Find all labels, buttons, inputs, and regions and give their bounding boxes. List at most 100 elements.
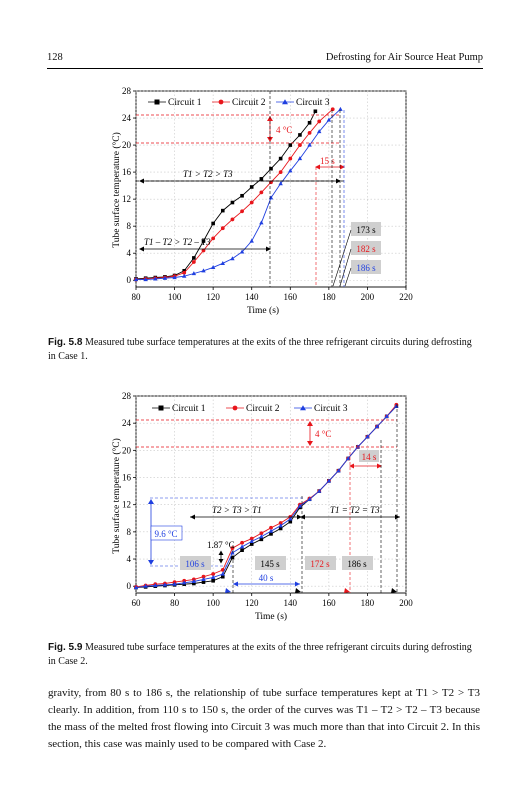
callout-186s: 186 s: [347, 559, 367, 569]
callout-173s-box: [351, 222, 381, 236]
x-tick-label: 60: [132, 598, 142, 608]
series-line-3: [136, 108, 341, 281]
callout-172s-box: [305, 556, 336, 570]
y-tick-label: 8: [127, 221, 132, 231]
legend-circuit-3: Circuit 3: [296, 98, 330, 108]
data-point-circuit-2: [278, 521, 283, 525]
y-axis-label: Tube surface temperature (°C): [111, 132, 122, 248]
data-point-circuit-1: [201, 580, 206, 584]
data-point-circuit-3: [133, 585, 139, 590]
label-15s: 15 s: [320, 156, 335, 166]
tick-labels: 60 80 100 120 140 160 180 200 0 4 8 12 16 20 24 28: [122, 391, 413, 608]
data-point-circuit-2: [191, 260, 196, 264]
data-point-circuit-3: [355, 444, 360, 449]
data-point-circuit-3: [239, 249, 245, 254]
caption-label: Fig. 5.9: [48, 642, 83, 653]
data-point-circuit-3: [268, 528, 274, 533]
label-9-6c: 9.6 °C: [154, 529, 177, 539]
data-point-circuit-3: [143, 583, 148, 588]
y-tick-label: 0: [127, 581, 132, 591]
data-point-circuit-3: [153, 583, 158, 588]
data-point-circuit-1: [269, 166, 273, 171]
data-point-circuit-2: [317, 119, 322, 124]
data-point-circuit-3: [326, 478, 332, 483]
x-tick-label: 80: [170, 598, 180, 608]
legend-square-marker: [158, 405, 164, 411]
y-tick-label: 20: [122, 445, 132, 455]
data-point-circuit-2: [211, 572, 216, 576]
x-tick-label: 180: [361, 598, 375, 608]
legend-square-marker: [154, 99, 160, 105]
y-tick-label: 16: [122, 473, 132, 483]
data-point-circuit-2: [259, 190, 264, 195]
data-point-circuit-3: [172, 581, 177, 586]
data-point-circuit-1: [192, 581, 196, 586]
data-point-circuit-3: [230, 550, 235, 555]
y-tick-label: 8: [127, 527, 132, 537]
running-title: Defrosting for Air Source Heat Pump: [325, 52, 483, 63]
callout-182s: 182 s: [356, 244, 376, 254]
data-point-circuit-2: [288, 156, 293, 161]
data-point-circuit-1: [288, 519, 293, 524]
x-tick-label: 220: [399, 292, 413, 302]
data-point-circuit-1: [201, 239, 206, 243]
data-point-circuit-2: [201, 574, 206, 579]
data-point-circuit-1: [182, 268, 187, 273]
data-point-circuit-1: [288, 143, 293, 147]
callout-186s-box: [351, 260, 381, 274]
data-point-circuit-2: [220, 226, 225, 231]
data-point-circuit-3: [249, 238, 254, 243]
data-point-circuit-3: [153, 276, 158, 281]
header-divider: [47, 68, 483, 69]
data-point-circuit-1: [220, 574, 225, 579]
y-tick-label: 4: [127, 248, 132, 258]
x-tick-label: 140: [245, 292, 259, 302]
label-40s: 40 s: [259, 573, 274, 583]
body-paragraph: gravity, from 80 s to 186 s, the relatio…: [48, 687, 480, 750]
data-point-circuit-1: [211, 221, 215, 226]
legend-circuit-2: Circuit 2: [246, 404, 280, 414]
data-point-circuit-3: [317, 488, 322, 493]
data-point-circuit-3: [297, 503, 303, 508]
data-point-circuit-3: [307, 496, 312, 501]
data-point-circuit-1: [259, 177, 264, 181]
x-tick-label: 140: [284, 598, 298, 608]
page-header: 128 Defrosting for Air Source Heat Pump: [47, 52, 483, 66]
data-point-circuit-2: [330, 107, 335, 112]
caption-text: Measured tube surface temperatures at th…: [48, 337, 472, 362]
chart-fig-5-9: 60 80 100 120 140 160 180 200 0 4 8 12 16 20 24 28 Time…: [111, 391, 413, 622]
data-point-circuit-2: [240, 209, 244, 214]
data-point-circuit-1: [298, 133, 302, 137]
x-tick-label: 180: [322, 292, 336, 302]
data-point-circuit-3: [326, 117, 332, 122]
data-point-circuit-3: [394, 403, 399, 408]
data-point-circuit-3: [191, 579, 197, 584]
page-number: 128: [47, 52, 63, 63]
data-point-circuit-2: [269, 525, 273, 530]
data-point-circuit-3: [133, 277, 139, 282]
y-tick-label: 28: [122, 86, 132, 96]
legend-circle-marker: [232, 405, 238, 411]
series-group: [133, 402, 399, 590]
data-point-circuit-3: [201, 268, 206, 273]
data-point-circuit-2: [307, 131, 312, 135]
relation-equal: T1 = T2 = T3: [330, 505, 380, 515]
data-point-circuit-1: [240, 193, 244, 198]
y-tick-label: 12: [122, 194, 131, 204]
data-point-circuit-2: [201, 248, 206, 253]
data-point-circuit-3: [162, 275, 168, 280]
data-point-circuit-3: [210, 265, 216, 269]
series-line-3: [135, 405, 397, 589]
label-14s: 14 s: [362, 452, 377, 462]
legend-circuit-3: Circuit 3: [314, 404, 348, 414]
callout-106s-box: [180, 556, 211, 570]
x-tick-label: 160: [322, 598, 336, 608]
data-point-circuit-2: [230, 546, 235, 551]
data-point-circuit-3: [384, 413, 389, 418]
data-point-circuit-3: [345, 456, 351, 461]
data-point-circuit-2: [230, 217, 235, 222]
data-point-circuit-1: [278, 526, 283, 531]
x-tick-label: 120: [206, 292, 220, 302]
data-point-circuit-3: [162, 582, 168, 587]
callout-186s: 186 s: [356, 263, 376, 273]
